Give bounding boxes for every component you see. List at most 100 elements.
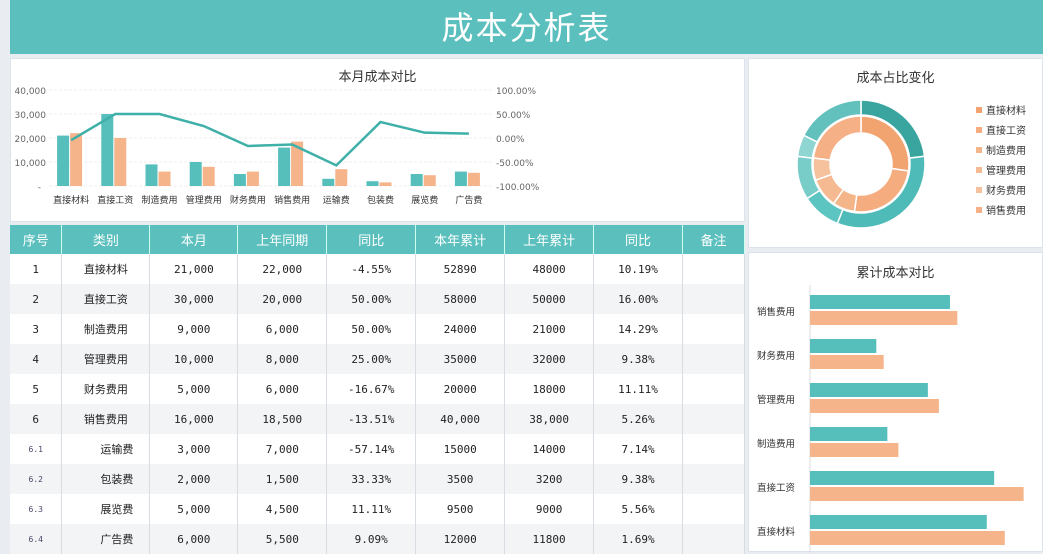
column-header[interactable]: 上年累计 (504, 225, 595, 254)
yoy-cell[interactable]: 50.00% (326, 314, 417, 344)
index-cell[interactable]: 6.3 (10, 494, 63, 524)
category-cell[interactable]: 财务费用 (61, 374, 151, 404)
month-cell[interactable]: 5,000 (149, 494, 239, 524)
ytd-yoy-cell[interactable]: 10.19% (593, 254, 683, 284)
index-cell[interactable]: 2 (10, 284, 63, 314)
yoy-cell[interactable]: -4.55% (326, 254, 417, 284)
yoy-cell[interactable]: -13.51% (326, 404, 417, 434)
column-header[interactable]: 类别 (61, 225, 151, 254)
category-cell[interactable]: 直接材料 (61, 254, 151, 284)
ytd-yoy-cell[interactable]: 1.69% (593, 524, 683, 554)
column-header[interactable]: 序号 (10, 225, 63, 254)
yoy-cell[interactable]: 9.09% (326, 524, 417, 554)
yoy-cell[interactable]: 33.33% (326, 464, 417, 494)
yoy-cell[interactable]: -57.14% (326, 434, 417, 464)
index-cell[interactable]: 6.4 (10, 524, 63, 554)
index-cell[interactable]: 6.2 (10, 464, 63, 494)
month-cell[interactable]: 2,000 (149, 464, 239, 494)
index-cell[interactable]: 6.1 (10, 434, 63, 464)
last-year-cell[interactable]: 1,500 (237, 464, 328, 494)
ytd-cell[interactable]: 40,000 (415, 404, 506, 434)
remark-cell[interactable] (682, 464, 745, 494)
month-cell[interactable]: 16,000 (149, 404, 239, 434)
ytd-yoy-cell[interactable]: 5.26% (593, 404, 683, 434)
remark-cell[interactable] (682, 254, 745, 284)
month-cell[interactable]: 6,000 (149, 524, 239, 554)
index-cell[interactable]: 3 (10, 314, 63, 344)
category-cell[interactable]: 展览费 (61, 494, 151, 524)
ytd-yoy-cell[interactable]: 5.56% (593, 494, 683, 524)
month-cell[interactable]: 3,000 (149, 434, 239, 464)
column-header[interactable]: 本年累计 (415, 225, 506, 254)
column-header[interactable]: 本月 (149, 225, 239, 254)
yoy-cell[interactable]: 50.00% (326, 284, 417, 314)
remark-cell[interactable] (682, 524, 745, 554)
yoy-cell[interactable]: 25.00% (326, 344, 417, 374)
ytd-cell[interactable]: 52890 (415, 254, 506, 284)
last-year-cell[interactable]: 6,000 (237, 314, 328, 344)
ytd-yoy-cell[interactable]: 11.11% (593, 374, 683, 404)
ytd-cell[interactable]: 58000 (415, 284, 506, 314)
remark-cell[interactable] (682, 404, 745, 434)
remark-cell[interactable] (682, 344, 745, 374)
last-year-cell[interactable]: 22,000 (237, 254, 328, 284)
category-cell[interactable]: 运输费 (61, 434, 151, 464)
index-cell[interactable]: 1 (10, 254, 63, 284)
month-cell[interactable]: 5,000 (149, 374, 239, 404)
column-header[interactable]: 同比 (326, 225, 417, 254)
yoy-cell[interactable]: -16.67% (326, 374, 417, 404)
last-year-cell[interactable]: 7,000 (237, 434, 328, 464)
month-cell[interactable]: 10,000 (149, 344, 239, 374)
last-year-cell[interactable]: 18,500 (237, 404, 328, 434)
ytd-yoy-cell[interactable]: 7.14% (593, 434, 683, 464)
last-ytd-cell[interactable]: 9000 (504, 494, 595, 524)
ytd-cell[interactable]: 35000 (415, 344, 506, 374)
last-year-cell[interactable]: 8,000 (237, 344, 328, 374)
ytd-cell[interactable]: 20000 (415, 374, 506, 404)
last-ytd-cell[interactable]: 14000 (504, 434, 595, 464)
index-cell[interactable]: 5 (10, 374, 63, 404)
last-year-cell[interactable]: 5,500 (237, 524, 328, 554)
last-year-cell[interactable]: 6,000 (237, 374, 328, 404)
last-ytd-cell[interactable]: 3200 (504, 464, 595, 494)
column-header[interactable]: 同比 (593, 225, 683, 254)
last-ytd-cell[interactable]: 18000 (504, 374, 595, 404)
ytd-cell[interactable]: 24000 (415, 314, 506, 344)
last-ytd-cell[interactable]: 11800 (504, 524, 595, 554)
month-cell[interactable]: 21,000 (149, 254, 239, 284)
ytd-cell[interactable]: 9500 (415, 494, 506, 524)
last-ytd-cell[interactable]: 48000 (504, 254, 595, 284)
last-year-cell[interactable]: 4,500 (237, 494, 328, 524)
ytd-yoy-cell[interactable]: 14.29% (593, 314, 683, 344)
category-cell[interactable]: 制造费用 (61, 314, 151, 344)
column-header[interactable]: 备注 (682, 225, 745, 254)
ytd-yoy-cell[interactable]: 16.00% (593, 284, 683, 314)
remark-cell[interactable] (682, 284, 745, 314)
column-header[interactable]: 上年同期 (237, 225, 328, 254)
yoy-cell[interactable]: 11.11% (326, 494, 417, 524)
remark-cell[interactable] (682, 494, 745, 524)
last-year-cell[interactable]: 20,000 (237, 284, 328, 314)
category-cell[interactable]: 管理费用 (61, 344, 151, 374)
last-ytd-cell[interactable]: 21000 (504, 314, 595, 344)
category-cell[interactable]: 广告费 (61, 524, 151, 554)
ytd-yoy-cell[interactable]: 9.38% (593, 344, 683, 374)
last-ytd-cell[interactable]: 38,000 (504, 404, 595, 434)
category-cell[interactable]: 包装费 (61, 464, 151, 494)
last-ytd-cell[interactable]: 50000 (504, 284, 595, 314)
remark-cell[interactable] (682, 434, 745, 464)
index-cell[interactable]: 4 (10, 344, 63, 374)
index-cell[interactable]: 6 (10, 404, 63, 434)
ytd-yoy-cell[interactable]: 9.38% (593, 464, 683, 494)
ytd-cell[interactable]: 3500 (415, 464, 506, 494)
category-cell[interactable]: 销售费用 (61, 404, 151, 434)
last-ytd-cell[interactable]: 32000 (504, 344, 595, 374)
ytd-cell[interactable]: 12000 (415, 524, 506, 554)
remark-cell[interactable] (682, 374, 745, 404)
remark-cell[interactable] (682, 314, 745, 344)
y-tick-label: 管理费用 (757, 394, 795, 406)
month-cell[interactable]: 30,000 (149, 284, 239, 314)
month-cell[interactable]: 9,000 (149, 314, 239, 344)
category-cell[interactable]: 直接工资 (61, 284, 151, 314)
ytd-cell[interactable]: 15000 (415, 434, 506, 464)
